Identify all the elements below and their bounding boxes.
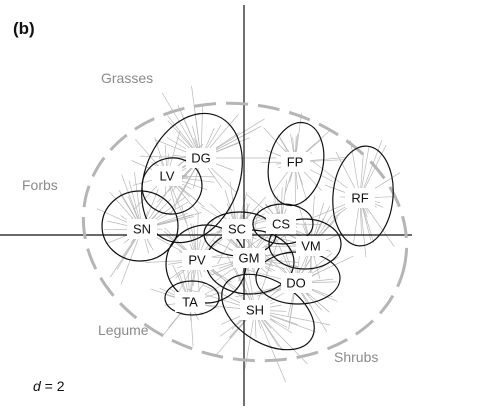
node-SN: SN xyxy=(127,219,157,239)
node-SC: SC xyxy=(222,219,252,239)
scale-value: = 2 xyxy=(41,378,65,394)
node-RF: RF xyxy=(345,188,375,208)
node-DG: DG xyxy=(186,148,216,168)
svg-text:DO: DO xyxy=(286,276,306,291)
svg-text:CS: CS xyxy=(272,217,290,232)
node-FP: FP xyxy=(281,152,310,172)
ellipse-RF xyxy=(332,145,394,247)
svg-text:VM: VM xyxy=(301,239,321,254)
panel-label: (b) xyxy=(13,19,35,38)
scale-var: d xyxy=(33,378,42,394)
svg-text:PV: PV xyxy=(188,253,206,268)
svg-text:RF: RF xyxy=(351,191,368,206)
svg-text:TA: TA xyxy=(182,295,198,310)
svg-text:SC: SC xyxy=(228,222,246,237)
node-PV: PV xyxy=(182,250,212,270)
group-label-grasses: Grasses xyxy=(101,70,153,86)
svg-text:DG: DG xyxy=(191,151,211,166)
svg-text:FP: FP xyxy=(287,155,304,170)
node-SH: SH xyxy=(240,300,270,320)
node-LV: LV xyxy=(152,166,182,186)
ellipse-FP xyxy=(267,121,325,207)
dashed-hull xyxy=(81,101,409,363)
ellipse-VM xyxy=(268,218,342,270)
node-TA: TA xyxy=(175,292,205,312)
ellipse-SN xyxy=(101,190,179,262)
svg-text:SH: SH xyxy=(246,303,264,318)
ellipse-CS xyxy=(252,203,314,245)
svg-text:SN: SN xyxy=(133,222,151,237)
node-GM: GM xyxy=(233,248,265,268)
spoke-line xyxy=(161,92,202,159)
node-CS: CS xyxy=(266,214,296,234)
svg-text:LV: LV xyxy=(160,169,175,184)
node-VM: VM xyxy=(296,236,326,256)
group-label-forbs: Forbs xyxy=(22,177,58,193)
group-label-shrubs: Shrubs xyxy=(334,349,378,365)
group-label-legume: Legume xyxy=(98,322,149,338)
spoke-line xyxy=(191,85,202,159)
ellipse-DG xyxy=(141,112,243,244)
scale-label: d = 2 xyxy=(33,378,65,394)
svg-text:GM: GM xyxy=(239,251,260,266)
node-labels: DG LV FP RF SN SC CS VM xyxy=(127,148,375,320)
node-DO: DO xyxy=(281,273,312,293)
spoke-line xyxy=(254,309,287,383)
ellipse-TA xyxy=(164,280,220,316)
